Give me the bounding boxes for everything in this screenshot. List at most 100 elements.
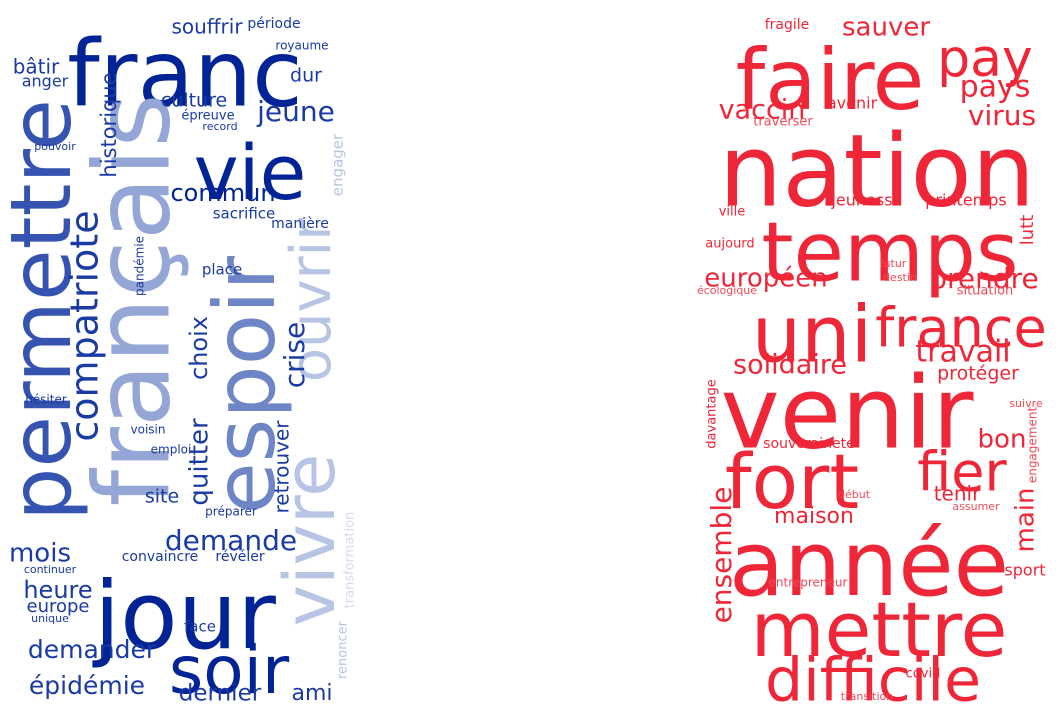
- word-transformation: transformation: [343, 512, 358, 609]
- word-mois: mois: [9, 539, 71, 569]
- word-convaincre: convaincre: [122, 549, 199, 565]
- word-souveraineté: souveraineté: [763, 436, 854, 452]
- word-souffrir: souffrir: [171, 15, 243, 39]
- word-continuer: continuer: [24, 563, 77, 576]
- word-fragile: fragile: [765, 17, 810, 33]
- word-début: début: [838, 488, 871, 501]
- word-pandémie: pandémie: [133, 236, 147, 296]
- word-faire: faire: [736, 31, 925, 129]
- word-jeuness: jeuness: [830, 191, 892, 210]
- word-bon: bon: [978, 425, 1027, 455]
- word-davantage: davantage: [705, 379, 720, 448]
- word-place: place: [202, 261, 242, 279]
- word-suivre: suivre: [1009, 397, 1043, 410]
- word-période: période: [247, 16, 300, 32]
- word-année: année: [729, 512, 1009, 617]
- word-heure: heure: [23, 576, 92, 604]
- word-demande: demande: [165, 524, 297, 557]
- word-vaccin: vaccin: [719, 95, 806, 126]
- word-vivre: vivre: [269, 454, 351, 627]
- word-aujourd: aujourd: [705, 237, 754, 252]
- word-choix: choix: [185, 316, 213, 380]
- word-pouvoir: pouvoir: [34, 140, 76, 153]
- word-emploi: emploi: [151, 443, 192, 457]
- word-voisin: voisin: [131, 423, 166, 437]
- word-vie: vie: [194, 128, 307, 217]
- word-sport: sport: [1004, 561, 1045, 580]
- word-écologique: écologique: [697, 284, 757, 297]
- word-commun: commun: [170, 179, 275, 207]
- word-solidaire: solidaire: [733, 350, 847, 381]
- word-fier: fier: [917, 441, 1007, 504]
- word-retrouver: retrouver: [270, 420, 294, 514]
- word-crise: crise: [278, 322, 311, 389]
- word-assumer: assumer: [952, 500, 1000, 513]
- word-lutt: lutt: [1017, 215, 1038, 246]
- word-europe: europe: [27, 596, 90, 617]
- word-bâtir: bâtir: [13, 55, 60, 79]
- word-demander: demander: [28, 635, 157, 664]
- word-mettre: mettre: [751, 585, 1008, 674]
- word-quitter: quitter: [185, 418, 215, 506]
- word-permettre: permettre: [0, 99, 90, 521]
- word-jour: jour: [92, 562, 276, 671]
- word-préparer: préparer: [205, 505, 257, 519]
- word-face: face: [184, 618, 216, 636]
- word-soir: soir: [169, 632, 290, 709]
- word-record: record: [202, 120, 237, 133]
- word-tenir: tenir: [934, 482, 981, 506]
- word-ensemble: ensemble: [705, 487, 738, 624]
- word-situation: situation: [957, 284, 1014, 299]
- word-compatriote: compatriote: [63, 210, 107, 441]
- word-maison: maison: [774, 504, 854, 529]
- word-main: main: [1011, 488, 1041, 553]
- word-virus: virus: [968, 99, 1036, 132]
- word-avenir: avenir: [827, 94, 878, 113]
- word-fort: fort: [725, 437, 859, 526]
- word-traverser: traverser: [753, 115, 813, 130]
- word-pays: pays: [960, 70, 1031, 105]
- word-temps: temps: [761, 205, 1018, 300]
- word-venir: venir: [721, 354, 975, 471]
- word-ouvrir: ouvrir: [279, 217, 344, 382]
- word-renoncer: renoncer: [336, 620, 351, 679]
- word-prendre: prendre: [929, 262, 1039, 295]
- word-ville: ville: [719, 205, 746, 220]
- word-jeune: jeune: [256, 95, 335, 128]
- word-pay: pay: [937, 29, 1033, 89]
- word-printemps: printemps: [925, 191, 1007, 210]
- word-français: français: [71, 93, 193, 506]
- word-uni: uni: [752, 290, 873, 380]
- word-travail: travail: [915, 335, 1010, 370]
- word-ami: ami: [291, 681, 332, 706]
- word-sacrifice: sacrifice: [213, 205, 276, 223]
- word-france: france: [875, 297, 1046, 360]
- word-transition: transition: [841, 690, 893, 703]
- word-protéger: protéger: [937, 363, 1019, 385]
- word-royaume: royaume: [275, 39, 328, 53]
- word-sauver: sauver: [842, 13, 930, 43]
- word-manière: manière: [271, 216, 329, 232]
- word-hésiter: hésiter: [25, 393, 67, 407]
- word-site: site: [145, 486, 179, 508]
- word-épreuve: épreuve: [181, 109, 234, 124]
- word-culture: culture: [161, 90, 227, 112]
- word-franc: franc: [67, 20, 302, 127]
- word-européen: européen: [704, 264, 827, 294]
- word-révéler: révéler: [215, 549, 264, 565]
- word-unique: unique: [31, 612, 69, 625]
- word-covid: covid: [906, 667, 941, 682]
- word-espoir: espoir: [196, 256, 294, 514]
- word-destin: destin: [883, 271, 917, 284]
- word-épidémie: épidémie: [29, 671, 145, 700]
- word-entrepreneur: entrepreneur: [769, 576, 848, 590]
- word-dernier: dernier: [179, 681, 262, 707]
- word-engager: engager: [329, 133, 347, 196]
- word-historique: historique: [97, 72, 121, 177]
- word-nation: nation: [719, 112, 1035, 229]
- word-anger: anger: [22, 72, 69, 91]
- word-dur: dur: [290, 65, 322, 87]
